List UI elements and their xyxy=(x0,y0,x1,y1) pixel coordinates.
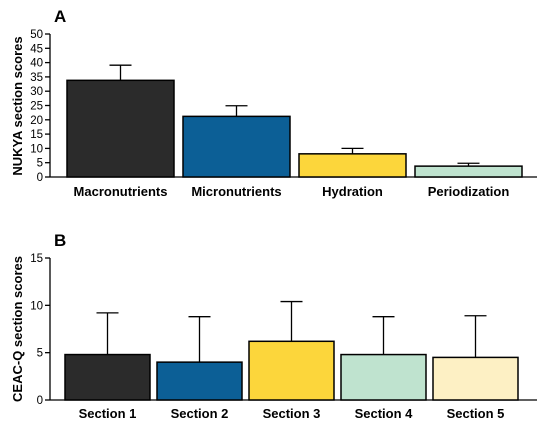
panel-b-y-tick-label: 0 xyxy=(37,395,43,407)
panel-a-y-tick-label: 45 xyxy=(30,43,43,55)
panel-b-y-tick-label: 10 xyxy=(30,300,43,312)
panel-b-bar xyxy=(156,361,243,401)
panel-a-y-tick-label: 25 xyxy=(30,101,43,113)
panel-a-y-axis-label: NUKYA section scores xyxy=(10,36,25,175)
panel-a-category-label: Micronutrients xyxy=(191,184,281,199)
panel-a-category-label: Macronutrients xyxy=(74,184,168,199)
panel-b-bar xyxy=(340,353,427,401)
panel-b-bar xyxy=(432,356,519,401)
panel-a-y-tick-label: 15 xyxy=(30,129,43,141)
panel-b-y-tick-label: 5 xyxy=(37,348,43,360)
panel-b-bar xyxy=(248,340,335,401)
panel-b-bar xyxy=(64,353,151,401)
panel-a-y-tick-label: 30 xyxy=(30,86,43,98)
panel-a-category-label: Periodization xyxy=(428,184,510,199)
panel-b: B CEAC-Q section scores 0 5 10 15 Section 1 S… xyxy=(10,231,537,421)
panel-b-category-label: Section 4 xyxy=(355,406,414,421)
panel-a-y-tick-label: 20 xyxy=(30,115,43,127)
panel-b-category-label: Section 5 xyxy=(447,406,505,421)
panel-a-letter: A xyxy=(54,7,66,26)
panel-b-category-label: Section 2 xyxy=(171,406,229,421)
panel-a-bar xyxy=(298,153,407,178)
panel-b-y-axis-label: CEAC-Q section scores xyxy=(10,256,25,402)
panel-b-category-label: Section 3 xyxy=(263,406,321,421)
panel-a-bar xyxy=(182,115,291,178)
panel-b-y-tick-label: 15 xyxy=(30,253,43,265)
panel-a: A NUKYA section scores 0 5 10 15 20 25 30 35 40 4… xyxy=(10,7,537,199)
panel-a-y-tick-label: 10 xyxy=(30,143,43,155)
panel-a-y-tick-label: 40 xyxy=(30,58,43,70)
panel-a-bar xyxy=(414,165,523,178)
panel-a-y-tick-label: 35 xyxy=(30,72,43,84)
panel-a-y-tick-label: 0 xyxy=(37,172,43,184)
panel-a-y-tick-label: 50 xyxy=(30,29,43,41)
panel-a-y-tick-label: 5 xyxy=(37,158,43,170)
panel-b-letter: B xyxy=(54,231,66,250)
panel-a-category-label: Hydration xyxy=(322,184,383,199)
panel-a-bar xyxy=(66,79,175,178)
panel-b-category-label: Section 1 xyxy=(79,406,137,421)
